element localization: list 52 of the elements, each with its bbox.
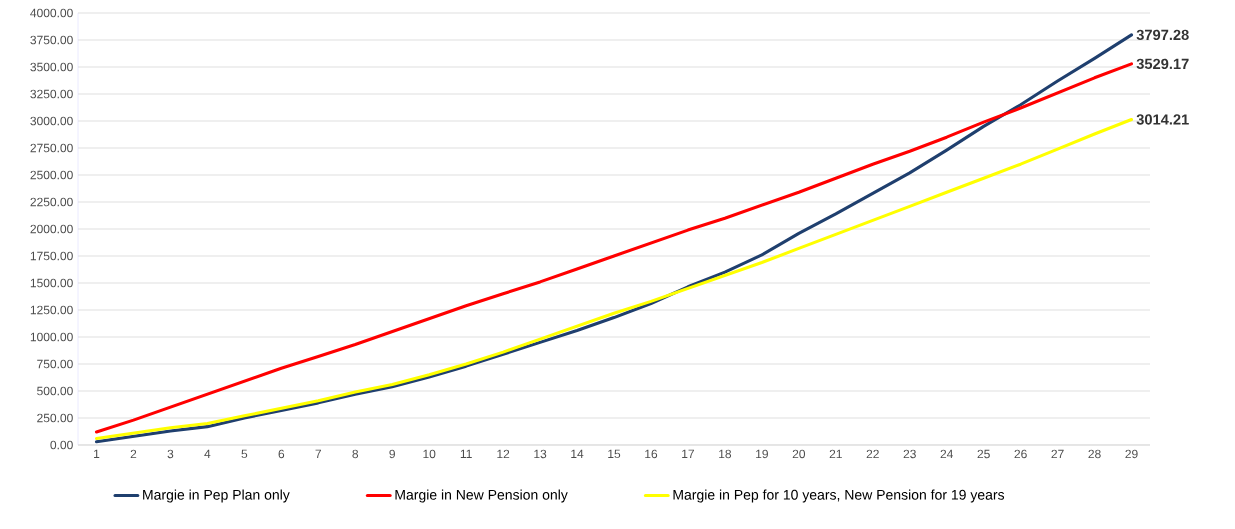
y-tick-label: 3250.00 — [30, 89, 73, 99]
x-tick-label: 4 — [204, 449, 211, 458]
x-tick-label: 29 — [1125, 449, 1138, 459]
x-tick-label: 5 — [241, 449, 248, 459]
x-tick-label: 7 — [315, 449, 322, 458]
y-tick-label: 3000.00 — [30, 116, 73, 126]
x-tick-label: 1 — [94, 449, 100, 458]
data-label: 3014.21 — [1136, 114, 1189, 125]
x-tick-label: 8 — [352, 449, 359, 459]
x-tick-label: 2 — [130, 449, 137, 459]
y-tick-label: 3500.00 — [30, 62, 73, 72]
x-tick-label: 27 — [1051, 449, 1064, 459]
y-tick-label: 2750.00 — [30, 143, 73, 153]
data-label: 3529.17 — [1136, 58, 1189, 70]
x-tick-label: 12 — [497, 449, 510, 459]
x-tick-label: 22 — [866, 449, 879, 459]
x-tick-label: 19 — [756, 449, 768, 459]
y-tick-label: 1000.00 — [30, 332, 73, 342]
x-tick-label: 24 — [940, 449, 954, 459]
x-tick-label: 25 — [977, 449, 990, 459]
x-tick-label: 15 — [608, 449, 621, 459]
x-tick-label: 16 — [645, 449, 658, 459]
x-tick-label: 23 — [903, 449, 916, 459]
x-tick-label: 11 — [460, 449, 472, 458]
x-tick-label: 26 — [1014, 449, 1027, 459]
x-tick-label: 18 — [719, 449, 732, 459]
x-tick-label: 28 — [1088, 449, 1101, 459]
legend-label: Margie in Pep for 10 years, New Pension for 19 years — [673, 489, 1005, 503]
y-tick-label: 250.00 — [37, 413, 73, 423]
y-tick-label: 750.00 — [37, 359, 73, 369]
data-label: 3797.28 — [1136, 29, 1189, 41]
y-tick-label: 2000.00 — [30, 224, 73, 234]
x-tick-label: 20 — [792, 449, 806, 459]
y-tick-label: 1250.00 — [30, 305, 73, 315]
y-tick-label: 2500.00 — [30, 170, 73, 180]
legend-label: Margie in Pep Plan only — [143, 489, 290, 503]
y-tick-label: 4000.00 — [30, 8, 73, 18]
x-tick-label: 6 — [278, 449, 285, 459]
x-tick-label: 21 — [829, 449, 842, 459]
y-tick-label: 1750.00 — [30, 251, 73, 261]
y-tick-label: 2250.00 — [30, 197, 73, 207]
x-tick-label: 10 — [423, 449, 436, 459]
y-tick-label: 0.00 — [50, 440, 73, 450]
x-tick-label: 3 — [167, 449, 174, 459]
x-tick-label: 14 — [571, 449, 584, 458]
y-tick-label: 1500.00 — [30, 278, 73, 288]
x-tick-label: 13 — [534, 449, 547, 459]
y-tick-label: 3750.00 — [30, 35, 73, 45]
legend-label: Margie in New Pension only — [395, 489, 568, 503]
x-tick-label: 9 — [389, 449, 395, 459]
x-tick-label: 17 — [682, 449, 694, 458]
y-tick-label: 500.00 — [37, 386, 73, 396]
